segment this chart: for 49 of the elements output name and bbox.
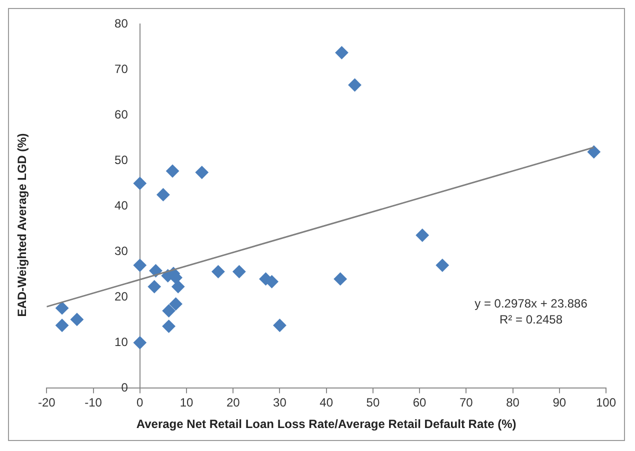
- point: [436, 258, 449, 272]
- point: [56, 302, 69, 315]
- point: [416, 228, 429, 242]
- x-tick-label: -20: [38, 396, 56, 410]
- y-tick-label: 10: [114, 334, 128, 349]
- point: [273, 318, 286, 332]
- point: [195, 166, 208, 179]
- point: [335, 46, 348, 60]
- point: [133, 258, 146, 272]
- x-tick-label: 50: [366, 396, 380, 410]
- y-tick-label: 70: [114, 62, 128, 76]
- point: [149, 264, 162, 278]
- x-tick-label: 30: [273, 396, 287, 410]
- point: [148, 280, 161, 294]
- x-tick-label: 20: [226, 396, 240, 410]
- y-tick-label: 80: [114, 16, 128, 30]
- point: [156, 188, 170, 202]
- point: [133, 336, 146, 350]
- point: [162, 320, 176, 333]
- annotation: R² = 0.2458: [499, 312, 563, 327]
- point: [169, 297, 182, 310]
- y-tick-label: 60: [114, 107, 128, 122]
- x-tick-label: 100: [596, 396, 616, 410]
- x-tick-label: 10: [180, 396, 194, 410]
- annotation: y = 0.2978x + 23.886: [474, 296, 588, 311]
- x-tick-label: 40: [320, 396, 334, 410]
- y-axis-title: EAD-Weighted Average LGD (%): [15, 132, 30, 316]
- y-tick-label: 50: [114, 152, 128, 167]
- point: [162, 304, 176, 318]
- point: [334, 272, 347, 286]
- point: [348, 78, 362, 92]
- x-tick-label: 80: [506, 396, 520, 410]
- x-tick-label: -10: [84, 396, 102, 410]
- point: [212, 265, 225, 278]
- x-tick-label: 0: [136, 396, 144, 410]
- point: [232, 265, 246, 278]
- x-tick-label: 60: [412, 396, 427, 410]
- point: [70, 312, 84, 326]
- y-tick-label: 30: [114, 244, 128, 258]
- point: [172, 280, 185, 294]
- y-tick-label: 40: [114, 198, 128, 212]
- point: [133, 176, 146, 190]
- x-axis-title: Average Net Retail Loan Loss Rate/Average Retail Default Rate (%): [136, 417, 516, 432]
- y-tick-label: 20: [114, 289, 128, 304]
- point: [587, 145, 600, 158]
- x-tick-label: 90: [552, 396, 566, 410]
- point: [166, 164, 180, 178]
- x-tick-label: 70: [459, 396, 474, 410]
- point: [56, 318, 69, 332]
